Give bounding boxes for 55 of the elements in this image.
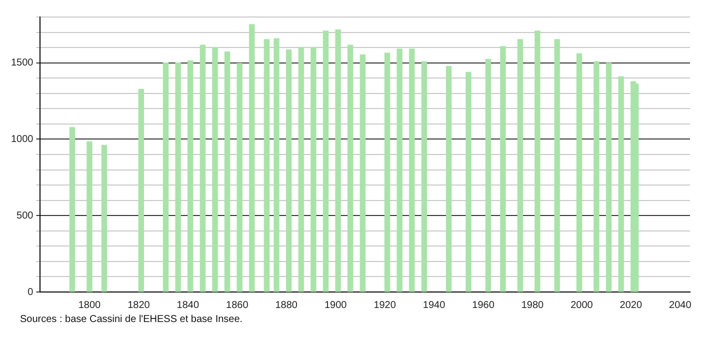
bar	[224, 52, 230, 292]
bar	[360, 54, 366, 292]
x-tick-label: 1940	[422, 300, 446, 311]
bar	[618, 76, 624, 292]
bar	[348, 44, 354, 292]
bar	[384, 52, 390, 292]
bar	[175, 62, 181, 292]
bar	[200, 44, 206, 292]
bar	[500, 46, 506, 292]
bar	[335, 30, 341, 292]
bar	[86, 141, 92, 292]
x-tick-label: 2000	[570, 300, 594, 311]
y-tick-label: 1500	[10, 58, 34, 69]
bar	[264, 39, 270, 292]
bar	[554, 39, 560, 292]
bar	[446, 66, 452, 292]
bar	[298, 47, 304, 292]
bar	[322, 30, 329, 292]
x-tick-label: 1880	[275, 300, 298, 311]
x-tick-label: 2040	[669, 300, 692, 311]
bar	[162, 62, 169, 292]
bar	[188, 60, 194, 292]
bar	[594, 61, 600, 292]
bar	[249, 24, 255, 292]
bar	[409, 48, 415, 292]
bar	[576, 53, 582, 292]
bar	[212, 47, 218, 292]
bar	[138, 88, 144, 292]
bar	[236, 62, 242, 292]
bar	[466, 72, 472, 292]
x-tick-label: 1800	[78, 300, 102, 311]
bar	[606, 62, 612, 292]
x-tick-label: 1980	[521, 300, 544, 311]
bar	[421, 61, 428, 292]
source-note: Sources : base Cassini de l'EHESS et base Insee.	[20, 314, 244, 325]
bar	[633, 84, 639, 292]
bar	[101, 144, 108, 292]
y-tick-label: 1000	[10, 134, 34, 145]
bar	[274, 38, 280, 292]
x-tick-label: 1820	[128, 300, 150, 311]
x-tick-label: 1860	[226, 300, 249, 311]
bar	[534, 30, 540, 292]
x-tick-label: 2020	[620, 300, 642, 311]
bar	[396, 48, 402, 292]
y-tick-label: 500	[16, 210, 34, 222]
bar	[485, 58, 492, 292]
bar	[69, 127, 76, 292]
bar	[286, 50, 292, 292]
bar	[517, 39, 524, 292]
x-tick-label: 1920	[374, 300, 396, 311]
bar	[310, 47, 316, 292]
x-tick-label: 1840	[176, 300, 200, 311]
y-tick-label: 0	[28, 286, 34, 298]
x-tick-label: 1900	[324, 300, 348, 311]
x-tick-label: 1960	[472, 300, 495, 311]
